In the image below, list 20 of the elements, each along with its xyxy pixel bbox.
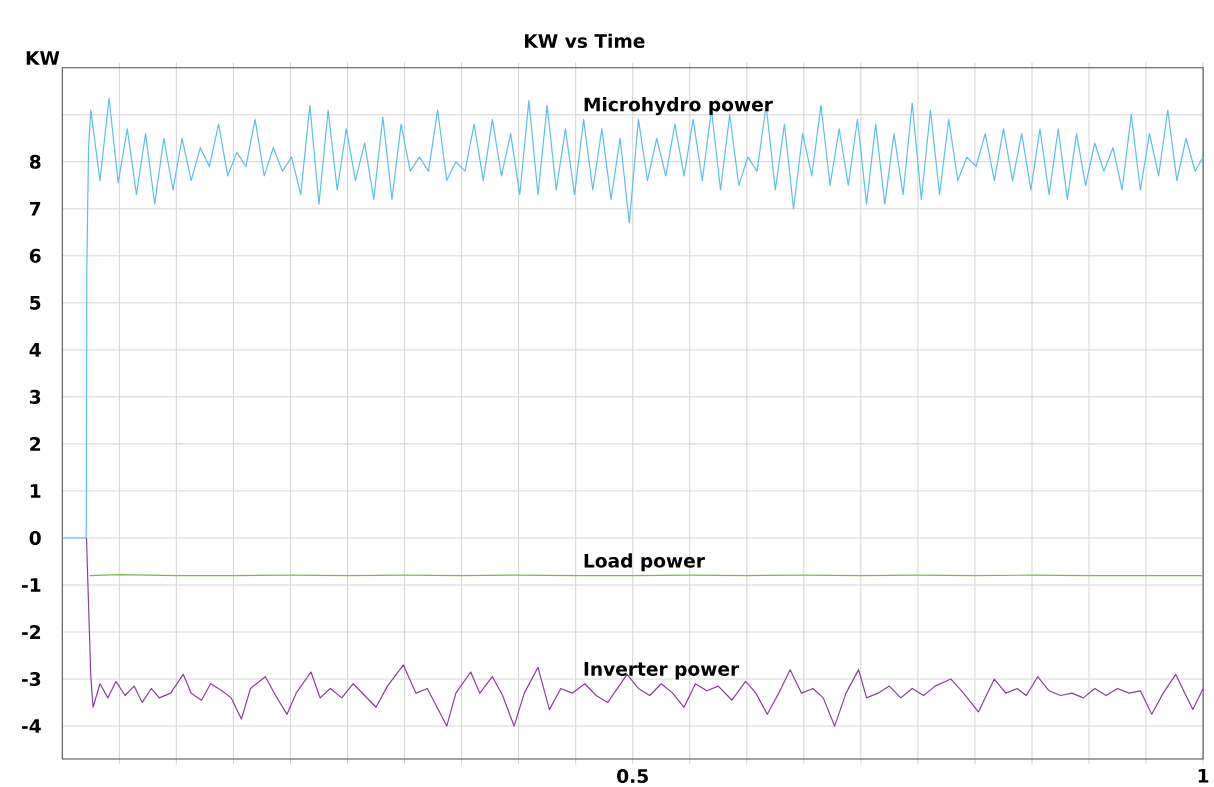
y-tick-label: 3	[29, 389, 41, 404]
x-tick-label: 0.5	[617, 768, 648, 783]
y-tick-label: -4	[22, 719, 41, 733]
y-axis-title: KW	[26, 51, 60, 65]
y-tick-label: 5	[30, 295, 41, 310]
series-label: Microhydro power	[584, 96, 773, 115]
y-tick-label: 7	[29, 201, 41, 216]
y-tick-label: -2	[22, 624, 41, 639]
chart-title: KW vs Time	[525, 33, 645, 48]
y-tick-label: 1	[30, 483, 41, 498]
y-tick-label: 0	[29, 530, 41, 545]
series-label: Inverter power	[584, 661, 740, 680]
y-tick-label: -3	[22, 671, 41, 686]
y-tick-label: -1	[22, 577, 41, 592]
y-tick-label: 8	[29, 154, 41, 169]
series-label: Load power	[584, 553, 705, 572]
y-tick-label: 2	[30, 436, 41, 451]
line-series	[61, 97, 1204, 539]
y-tick-label: 6	[29, 248, 41, 263]
y-tick-label: 4	[29, 342, 41, 357]
